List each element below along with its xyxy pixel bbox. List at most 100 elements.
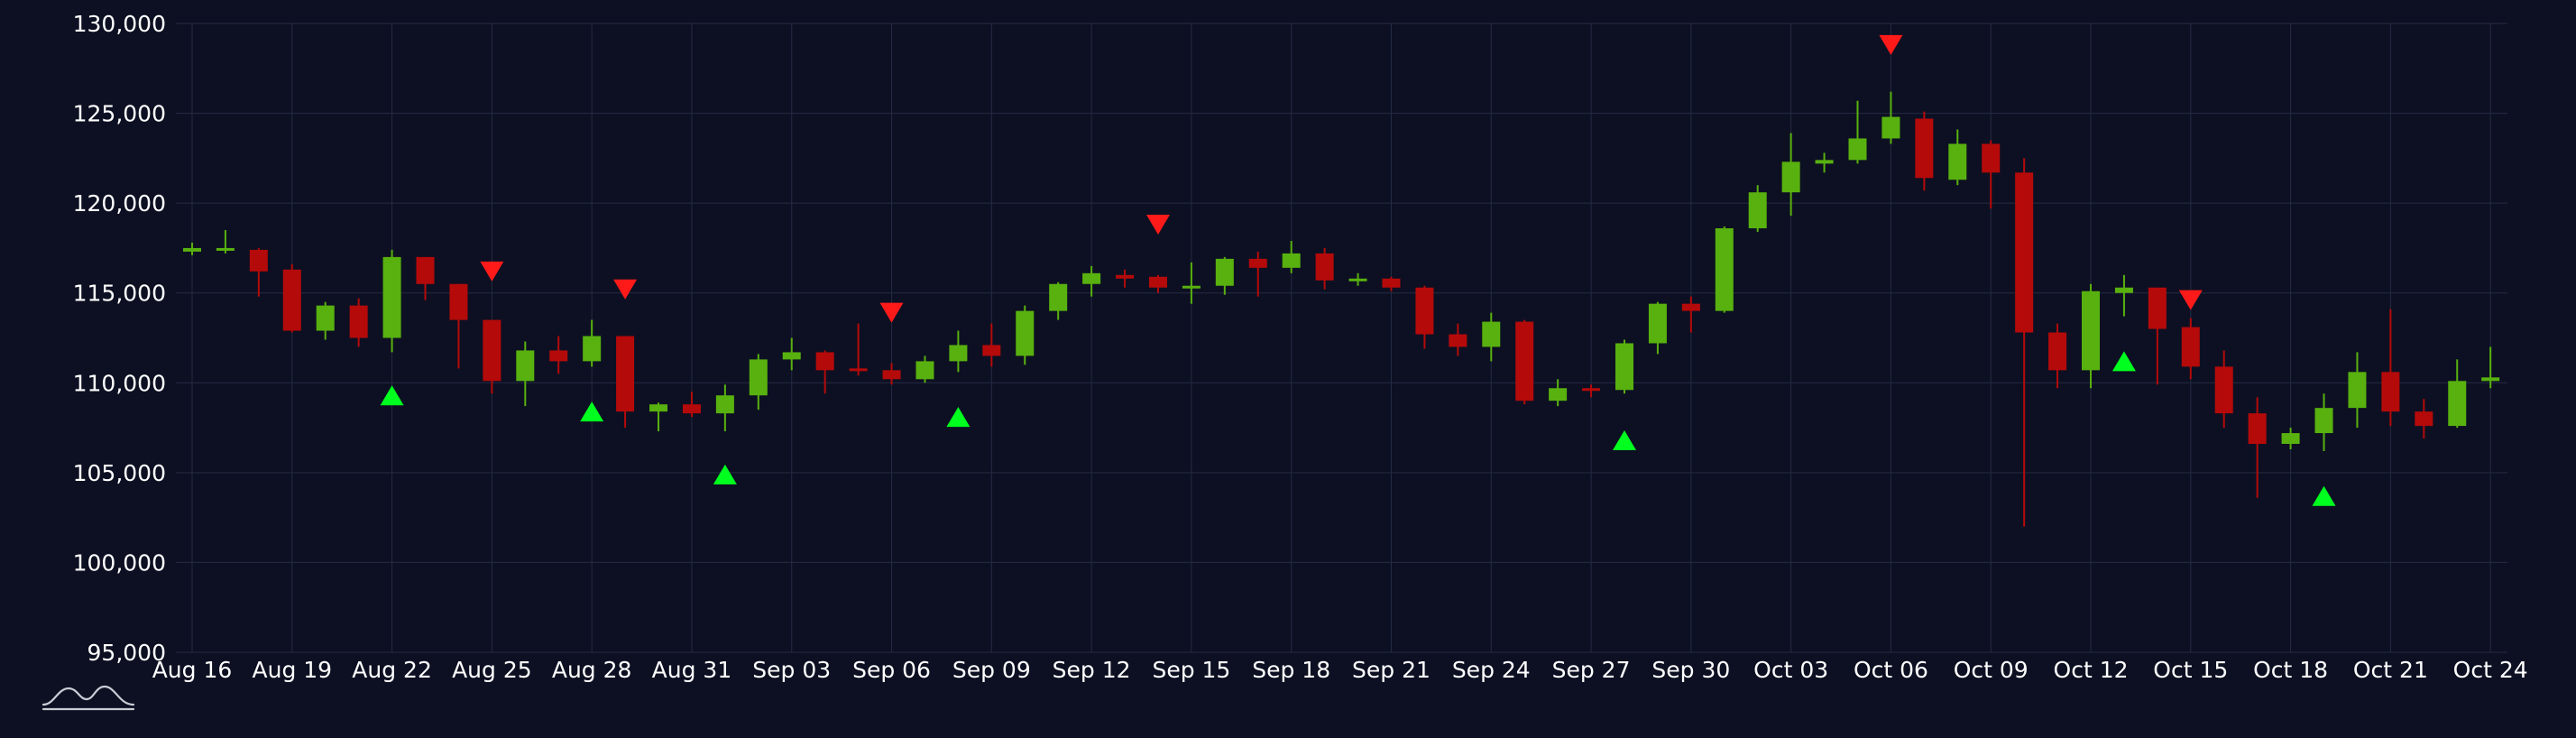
buy-signal-marker	[1612, 430, 1636, 451]
buy-signal-marker	[2111, 351, 2136, 372]
candle-body	[1648, 303, 1667, 344]
candle-body	[682, 404, 701, 414]
signal-markers	[380, 34, 2336, 506]
candle-body	[982, 345, 1001, 356]
x-tick-label: Aug 22	[352, 657, 432, 683]
candle-body	[2148, 287, 2167, 329]
candle-body	[382, 256, 401, 338]
candle-body	[2214, 366, 2233, 414]
y-tick-label: 100,000	[73, 549, 166, 576]
sell-signal-marker	[480, 261, 504, 281]
x-tick-label: Oct 12	[2054, 657, 2129, 683]
x-tick-label: Aug 16	[152, 657, 233, 683]
candle-body	[1982, 143, 2001, 173]
candle-body	[1948, 143, 1967, 180]
x-axis-labels: Aug 16 Aug 19 Aug 22 Aug 25 Aug 28 Aug 31 Sep …	[152, 657, 2528, 683]
y-tick-label: 120,000	[73, 190, 166, 217]
candle-body	[1549, 388, 1568, 401]
candle-body	[483, 319, 501, 382]
candle-body	[1315, 253, 1334, 281]
candle-body	[1348, 278, 1367, 281]
candle-body	[1248, 258, 1267, 268]
y-tick-label: 115,000	[73, 281, 166, 307]
y-tick-label: 110,000	[73, 370, 166, 396]
candle-body	[1148, 276, 1167, 288]
x-tick-label: Aug 31	[652, 657, 732, 683]
x-tick-label: Oct 15	[2153, 657, 2228, 683]
candle-body	[2381, 372, 2400, 412]
y-tick-label: 130,000	[73, 11, 166, 37]
candle-body	[782, 352, 801, 360]
candle-body	[516, 350, 535, 382]
candle-body	[815, 352, 834, 371]
candle-body	[1049, 283, 1068, 311]
candle-body	[2415, 411, 2433, 427]
y-tick-label: 95,000	[87, 640, 166, 666]
x-tick-label: Aug 28	[552, 657, 632, 683]
candle-body	[1781, 161, 1800, 193]
candle-body	[1582, 388, 1601, 392]
buy-signal-marker	[2312, 485, 2336, 506]
candle-body	[216, 247, 235, 251]
buy-signal-marker	[713, 464, 737, 484]
candle-body	[915, 361, 934, 380]
candle-body	[2048, 332, 2067, 371]
x-tick-label: Sep 03	[752, 657, 831, 683]
x-tick-label: Oct 18	[2253, 657, 2328, 683]
x-tick-label: Sep 21	[1352, 657, 1431, 683]
candle-body	[1116, 274, 1135, 279]
candle-body	[1016, 310, 1035, 356]
candle-body	[2348, 372, 2367, 409]
candle-body	[1881, 116, 1900, 139]
candle-body	[416, 256, 435, 284]
x-tick-label: Aug 19	[253, 657, 333, 683]
candle-body	[1715, 228, 1734, 311]
sell-signal-marker	[2178, 290, 2203, 310]
candle-body	[2248, 413, 2267, 444]
sell-signal-marker	[613, 279, 638, 300]
candle-body	[882, 370, 901, 380]
candle-body	[2314, 408, 2333, 434]
buy-signal-marker	[580, 401, 604, 422]
x-tick-label: Oct 06	[1854, 657, 1928, 683]
candle-body	[2181, 327, 2200, 367]
candle-body	[749, 359, 768, 396]
x-tick-label: Oct 21	[2353, 657, 2428, 683]
candle-body	[616, 336, 635, 412]
y-tick-label: 125,000	[73, 101, 166, 127]
x-tick-label: Sep 06	[852, 657, 931, 683]
mountain-logo-icon	[41, 685, 135, 711]
candle-body	[715, 395, 734, 414]
candle-body	[1182, 285, 1201, 289]
x-tick-label: Sep 24	[1452, 657, 1531, 683]
candle-body	[349, 305, 368, 338]
candle-body	[249, 249, 268, 272]
buy-signal-marker	[946, 407, 971, 428]
candle-body	[549, 350, 568, 362]
candle-body	[282, 269, 301, 331]
candle-body	[1382, 278, 1401, 288]
candle-body	[849, 368, 868, 372]
candle-body	[2481, 377, 2500, 382]
candle-body	[449, 283, 468, 320]
candle-body	[1415, 287, 1434, 335]
buy-signal-marker	[380, 385, 404, 406]
x-tick-label: Sep 27	[1552, 657, 1631, 683]
x-tick-label: Sep 12	[1053, 657, 1131, 683]
candle-body	[1848, 138, 1867, 161]
candle-body	[1215, 258, 1234, 286]
x-tick-label: Sep 18	[1252, 657, 1330, 683]
candle-body	[2448, 381, 2467, 427]
candle-body	[1615, 343, 1633, 391]
candle-body	[183, 247, 201, 252]
candle-body	[1449, 334, 1467, 347]
candle-body	[1748, 192, 1767, 229]
x-tick-label: Oct 09	[1954, 657, 2029, 683]
candle-body	[2015, 172, 2034, 333]
candle-body	[949, 345, 968, 362]
candle-body	[1915, 118, 1934, 179]
candle-body	[649, 404, 668, 412]
y-axis-labels: 95,000 100,000 105,000 110,000 115,000 120,00…	[73, 11, 166, 666]
